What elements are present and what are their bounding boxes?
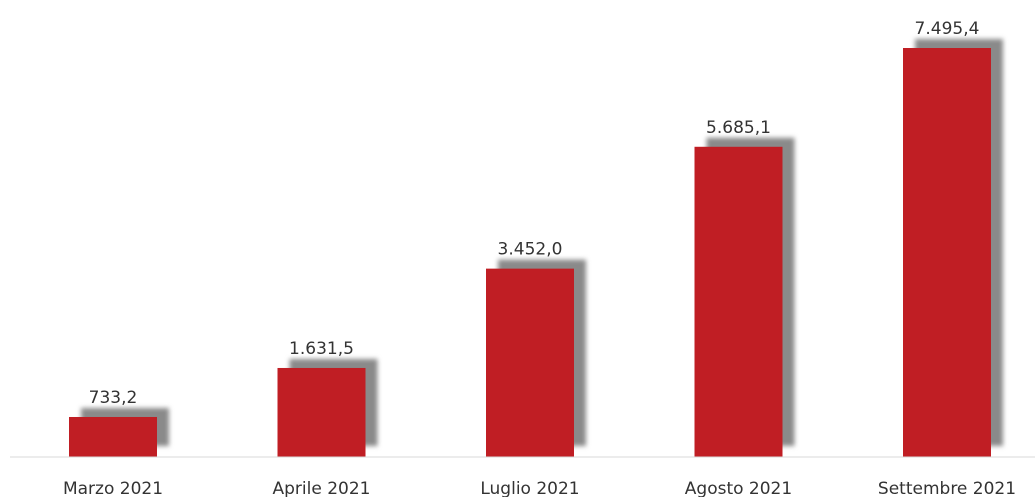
bar-1 [277, 367, 366, 457]
data-label-3: 5.685,1 [706, 118, 771, 138]
category-label-1: Aprile 2021 [273, 479, 371, 497]
data-label-1: 1.631,5 [289, 339, 354, 359]
labels-layer: 733,2 Marzo 2021 1.631,5 Aprile 2021 3.452,0… [63, 19, 1016, 497]
data-label-4: 7.495,4 [915, 19, 980, 39]
bar-3 [694, 146, 783, 457]
data-label-2: 3.452,0 [498, 240, 563, 260]
bars-layer [69, 39, 1003, 457]
category-label-4: Settembre 2021 [878, 479, 1016, 497]
category-label-2: Luglio 2021 [480, 479, 579, 497]
data-label-0: 733,2 [89, 388, 138, 408]
category-label-0: Marzo 2021 [63, 479, 163, 497]
bar-4 [903, 48, 991, 457]
bar-2 [486, 268, 574, 457]
category-label-3: Agosto 2021 [685, 479, 792, 497]
bar-0 [69, 416, 157, 457]
